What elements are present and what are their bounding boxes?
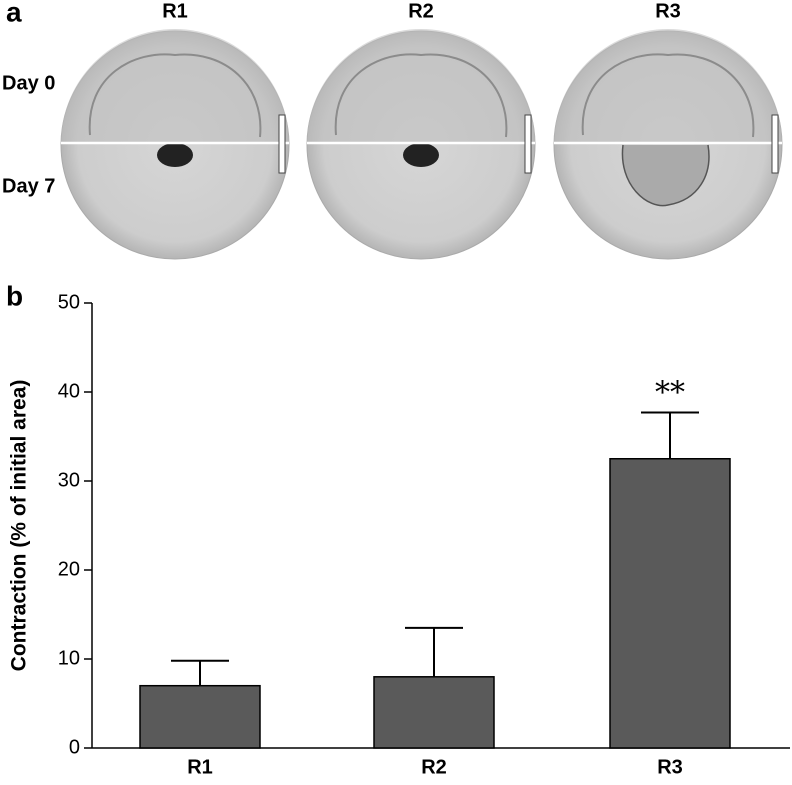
dish-top-half (61, 29, 289, 143)
scale-bar (278, 114, 286, 174)
y-tick-label: 0 (69, 736, 80, 758)
x-tick-label: R2 (421, 756, 447, 778)
scale-bar (524, 114, 532, 174)
y-tick-label: 50 (58, 291, 80, 313)
bar-chart: 0 10 20 30 40 50 Contraction (% of initial are… (8, 291, 790, 778)
column-label: R3 (655, 0, 681, 22)
panel-label: b (6, 280, 23, 311)
dish-top-half (307, 29, 535, 143)
contracted-tissue (403, 143, 439, 167)
error-bar (171, 659, 229, 686)
panel-label: a (6, 0, 22, 27)
tissue (581, 53, 755, 138)
bar (373, 676, 495, 749)
y-tick-label: 20 (58, 558, 80, 580)
y-axis-title: Contraction (% of initial area) (8, 380, 31, 672)
row-label: Day 0 (2, 72, 55, 94)
bar (139, 684, 261, 749)
contracted-tissue (621, 144, 710, 207)
error-bar (405, 626, 463, 677)
dish-top-half (554, 29, 782, 143)
tissue (334, 53, 508, 138)
significance: ** (655, 375, 685, 410)
x-tick-label: R3 (657, 756, 683, 778)
y-tick-label: 30 (58, 469, 80, 491)
image-panel: R1 R2 R3 Day 0 Day 7 (2, 0, 783, 260)
bar (609, 458, 731, 749)
tissue (88, 53, 262, 138)
scale-bar (771, 114, 779, 174)
error-bar (641, 411, 699, 459)
x-tick-label: R1 (187, 756, 213, 778)
row-label: Day 7 (2, 175, 55, 197)
column-label: R1 (162, 0, 188, 22)
y-tick-label: 10 (58, 647, 80, 669)
column-label: R2 (408, 0, 434, 22)
y-tick-label: 40 (58, 380, 80, 402)
contracted-tissue (157, 143, 193, 167)
